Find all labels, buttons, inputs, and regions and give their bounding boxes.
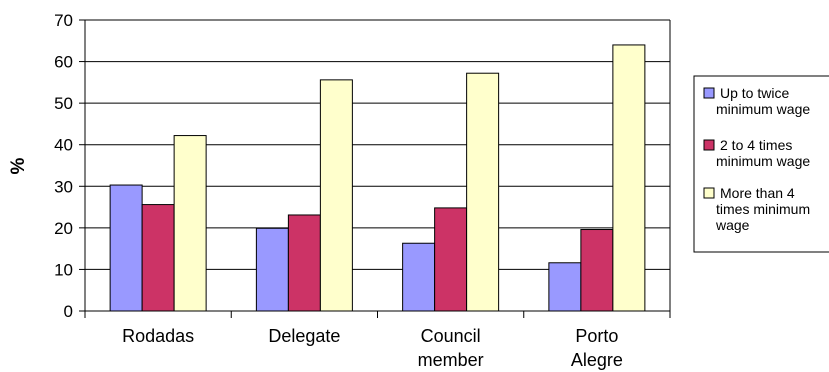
bar [173, 135, 207, 312]
bar [109, 184, 143, 312]
bar [287, 214, 321, 312]
bar [434, 207, 468, 312]
legend-label-line: wage [715, 217, 750, 233]
legend-swatch [703, 139, 715, 151]
legend-label: More than 4 times minimum wage [715, 185, 810, 233]
bar [612, 44, 646, 312]
category-label-line: Alegre [571, 350, 623, 370]
legend-swatch [703, 187, 715, 199]
y-tick-label: 50 [54, 94, 73, 113]
legend-label-line: More than 4 [720, 185, 795, 201]
y-tick-label: 60 [54, 53, 73, 72]
y-tick-label: 10 [54, 260, 73, 279]
category-label-line: Rodadas [122, 326, 194, 346]
bar [466, 72, 500, 312]
legend-label-line: 2 to 4 times [720, 137, 792, 153]
y-tick-label: 30 [54, 177, 73, 196]
legend-box [693, 75, 829, 253]
category-label-line: Delegate [268, 326, 340, 346]
category-label-line: Council [421, 326, 481, 346]
bar [319, 79, 353, 312]
category-label: Delegate [268, 326, 340, 346]
bar [548, 262, 582, 312]
y-tick-label: 40 [54, 136, 73, 155]
bar [402, 242, 436, 312]
category-label: Rodadas [122, 326, 194, 346]
y-tick-label: 70 [54, 11, 73, 30]
legend-label-line: minimum wage [716, 101, 810, 117]
legend-swatch [703, 87, 715, 99]
bar [141, 204, 175, 312]
x-axis-categories: Rodadas Delegate Council member Porto Alegre [122, 326, 623, 370]
bars [109, 44, 646, 312]
bar [255, 227, 289, 312]
bar [580, 229, 614, 312]
category-label-line: member [418, 350, 484, 370]
y-axis-ticks: 0 10 20 30 40 50 60 70 [54, 11, 85, 321]
category-label: Council member [418, 326, 484, 370]
y-tick-label: 0 [64, 302, 73, 321]
legend-label: Up to twice minimum wage [716, 85, 810, 117]
axes [84, 20, 671, 318]
category-label: Porto Alegre [571, 326, 623, 370]
legend-label-line: Up to twice [720, 85, 789, 101]
y-tick-label: 20 [54, 219, 73, 238]
y-axis-label: % [8, 157, 29, 174]
legend-label-line: minimum wage [716, 153, 810, 169]
legend-label: 2 to 4 times minimum wage [716, 137, 810, 169]
legend-label-line: times minimum [716, 201, 810, 217]
category-label-line: Porto [575, 326, 618, 346]
